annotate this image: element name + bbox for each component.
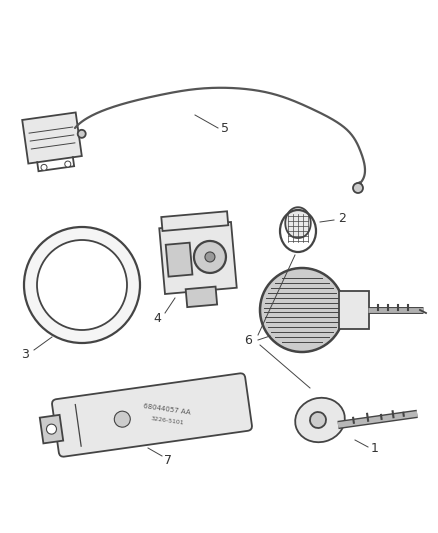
Text: 5: 5: [221, 122, 229, 134]
FancyBboxPatch shape: [22, 112, 82, 164]
Circle shape: [65, 161, 71, 167]
Text: 3: 3: [21, 349, 29, 361]
Circle shape: [194, 241, 226, 273]
Text: 4: 4: [153, 311, 161, 325]
FancyBboxPatch shape: [159, 222, 237, 294]
Text: 1: 1: [371, 441, 379, 455]
Ellipse shape: [295, 398, 345, 442]
FancyBboxPatch shape: [166, 243, 192, 277]
FancyBboxPatch shape: [40, 415, 63, 443]
Circle shape: [24, 227, 140, 343]
Ellipse shape: [310, 412, 326, 428]
Circle shape: [46, 424, 57, 434]
Circle shape: [78, 130, 86, 138]
Circle shape: [37, 240, 127, 330]
FancyBboxPatch shape: [52, 373, 252, 457]
Polygon shape: [285, 207, 311, 238]
Circle shape: [205, 252, 215, 262]
FancyBboxPatch shape: [339, 291, 369, 329]
FancyBboxPatch shape: [161, 211, 228, 231]
FancyBboxPatch shape: [186, 287, 217, 307]
Text: 68044057 AA: 68044057 AA: [143, 403, 191, 415]
Text: 2: 2: [338, 212, 346, 224]
Circle shape: [353, 183, 363, 193]
Text: 3226-5101: 3226-5101: [150, 416, 184, 426]
Text: 7: 7: [164, 454, 172, 466]
Circle shape: [260, 268, 344, 352]
Text: 6: 6: [244, 334, 252, 346]
Circle shape: [114, 411, 130, 427]
Circle shape: [41, 164, 47, 171]
